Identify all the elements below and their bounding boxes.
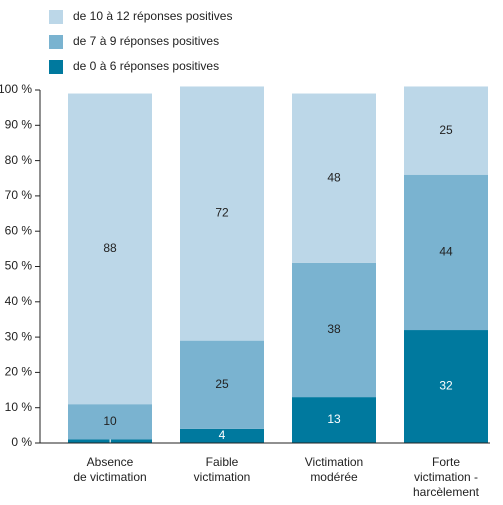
legend-label: de 0 à 6 réponses positives bbox=[73, 59, 219, 73]
bar-segment bbox=[292, 262, 376, 398]
bar-segment bbox=[404, 330, 488, 443]
data-label: 13 bbox=[327, 412, 341, 426]
bar-segment bbox=[68, 439, 152, 443]
x-tick-line: Faible bbox=[206, 455, 239, 469]
y-tick-label: 60 % bbox=[5, 223, 33, 237]
bar-segment bbox=[404, 86, 488, 175]
x-tick-line: modérée bbox=[310, 470, 358, 484]
bar-segment bbox=[292, 93, 376, 263]
x-tick-line: Forte bbox=[432, 455, 460, 469]
legend-swatch bbox=[49, 10, 63, 24]
legend-swatch bbox=[49, 35, 63, 49]
y-tick-label: 40 % bbox=[5, 294, 33, 308]
data-label: 72 bbox=[215, 206, 229, 220]
legend-label: de 10 à 12 réponses positives bbox=[73, 9, 232, 23]
bar-segment bbox=[404, 174, 488, 331]
x-tick-label: Forte victimation -harcèlement bbox=[413, 455, 480, 499]
y-tick-label: 10 % bbox=[5, 400, 33, 414]
data-label: 88 bbox=[103, 241, 117, 255]
data-label: 32 bbox=[439, 379, 453, 393]
y-tick-label: 30 % bbox=[5, 329, 33, 343]
bar-segment bbox=[68, 93, 152, 405]
x-tick-line: de victimation bbox=[73, 470, 146, 484]
data-label: 48 bbox=[327, 170, 341, 184]
y-tick-label: 20 % bbox=[5, 365, 33, 379]
legend-swatch bbox=[49, 60, 63, 74]
bar-segment bbox=[180, 340, 264, 429]
bar-segment bbox=[292, 397, 376, 443]
x-tick-label: Victimation modérée bbox=[305, 455, 363, 484]
data-label: 4 bbox=[219, 428, 226, 442]
x-tick-line: victimation - bbox=[414, 470, 478, 484]
data-label: 25 bbox=[439, 123, 453, 137]
data-label: 1 bbox=[107, 434, 114, 448]
x-tick-line: harcèlement bbox=[413, 485, 480, 499]
x-tick-line: Absence bbox=[87, 455, 134, 469]
bar-segment bbox=[180, 86, 264, 341]
x-tick-label: Faible victimation bbox=[194, 455, 251, 484]
y-tick-label: 90 % bbox=[5, 117, 33, 131]
y-tick-label: 80 % bbox=[5, 153, 33, 167]
y-tick-label: 100 % bbox=[0, 82, 32, 96]
bar-segment bbox=[180, 428, 264, 443]
y-tick-label: 50 % bbox=[5, 259, 33, 273]
y-tick-label: 70 % bbox=[5, 188, 33, 202]
bar-segment bbox=[68, 404, 152, 440]
y-tick-label: 0 % bbox=[11, 435, 32, 449]
data-label: 10 bbox=[103, 414, 117, 428]
data-label: 25 bbox=[215, 377, 229, 391]
x-tick-line: Victimation bbox=[305, 455, 363, 469]
x-tick-line: victimation bbox=[194, 470, 251, 484]
data-label: 38 bbox=[327, 322, 341, 336]
x-tick-label: Absence de victimation bbox=[73, 455, 146, 484]
legend-label: de 7 à 9 réponses positives bbox=[73, 34, 219, 48]
data-label: 44 bbox=[439, 245, 453, 259]
